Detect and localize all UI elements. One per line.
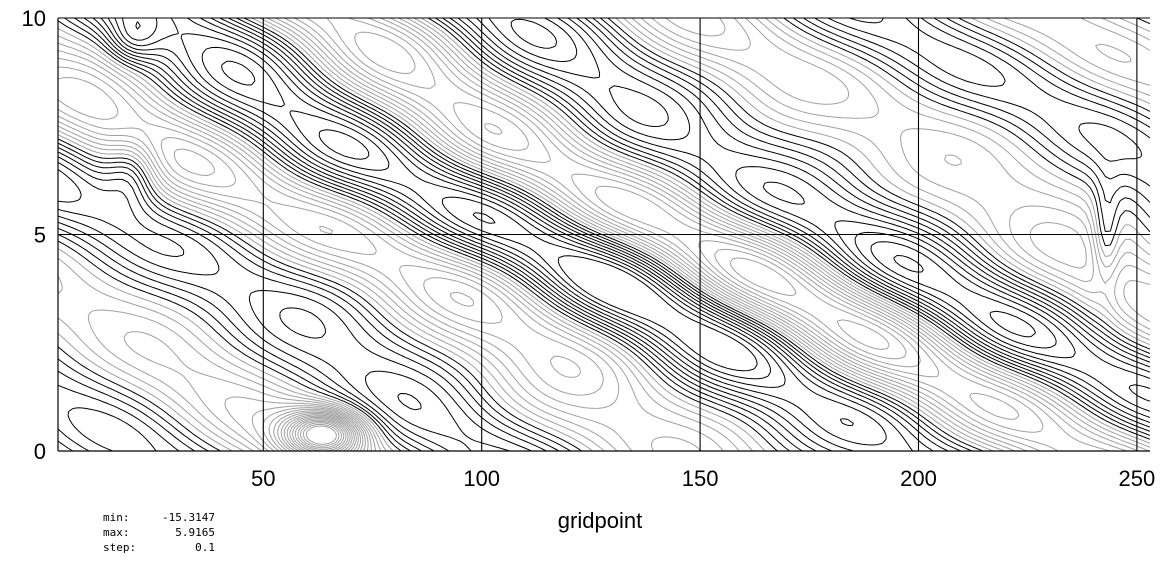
x-tick-labels: 50 100 150 200 250	[251, 466, 1155, 491]
x-tick-label: 250	[1119, 466, 1156, 491]
y-tick-label: 0	[34, 439, 46, 464]
contour-level	[58, 18, 1150, 451]
contour-level	[58, 18, 1150, 446]
contour-level	[58, 18, 1150, 451]
contour-level	[58, 18, 1150, 451]
y-tick-labels: 0 5 10	[22, 6, 46, 464]
x-tick-label: 100	[463, 466, 500, 491]
contour-level	[58, 18, 1150, 451]
contour-level	[58, 18, 1150, 451]
x-tick-label: 200	[900, 466, 937, 491]
contour-stats: min: -15.3147 max: 5.9165 step: 0.1	[103, 510, 215, 555]
y-tick-label: 10	[22, 6, 46, 31]
contour-level	[299, 422, 343, 449]
stat-max-label: max:	[103, 526, 130, 539]
contour-level	[286, 415, 353, 451]
stat-step-value: 0.1	[195, 541, 215, 554]
contour-level	[302, 423, 340, 447]
x-axis-label: gridpoint	[558, 508, 642, 533]
stat-min-value: -15.3147	[162, 511, 215, 524]
contour-level	[305, 425, 337, 445]
contour-level	[58, 18, 1150, 451]
stat-max: max: 5.9165	[103, 525, 215, 540]
contour-level	[58, 18, 1044, 451]
contour-level	[122, 18, 1057, 380]
stat-step-label: step:	[103, 541, 137, 554]
x-tick-label: 150	[682, 466, 719, 491]
stat-max-value: 5.9165	[175, 526, 215, 539]
contour-level	[58, 18, 1150, 451]
contour-level	[297, 421, 345, 450]
contour-level	[277, 248, 907, 451]
contour-level	[173, 18, 1020, 451]
stat-step: step: 0.1	[103, 540, 215, 555]
contour-level	[58, 18, 1150, 451]
contour-level	[114, 18, 1150, 427]
contour-lines	[58, 18, 1150, 451]
contour-level	[283, 414, 355, 451]
contour-level	[58, 18, 1150, 451]
stat-min: min: -15.3147	[103, 510, 215, 525]
stat-min-label: min:	[103, 511, 130, 524]
contour-level	[280, 257, 890, 451]
contour-level	[58, 18, 1150, 451]
x-tick-label: 50	[251, 466, 275, 491]
contour-level	[58, 18, 1111, 451]
axes	[57, 18, 1150, 452]
contour-level	[273, 31, 921, 451]
contour-level	[135, 21, 1037, 372]
y-tick-label: 5	[34, 223, 46, 248]
